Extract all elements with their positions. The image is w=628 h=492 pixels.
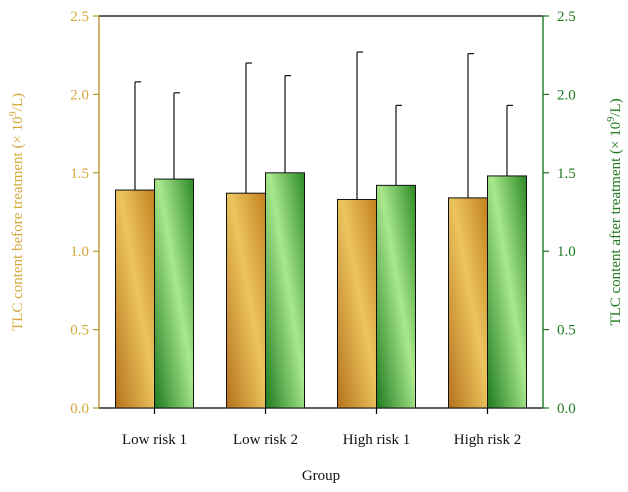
x-tick-label: High risk 1 [343, 432, 411, 448]
left-y-tick-label: 2.5 [70, 9, 89, 25]
x-tick-label: High risk 2 [454, 432, 522, 448]
bar-before [448, 197, 488, 409]
right-y-tick-label: 1.0 [557, 244, 576, 260]
right-y-tick-label: 0.5 [557, 323, 576, 339]
right-y-tick-label: 0.0 [557, 401, 576, 417]
bar-after [265, 172, 305, 409]
right-y-axis-title: TLC content after treatment (× 109/L) [606, 98, 624, 325]
left-y-tick-label: 1.5 [70, 166, 89, 182]
right-y-tick-label: 1.5 [557, 166, 576, 182]
bar-before [337, 198, 377, 409]
x-tick-label: Low risk 1 [122, 432, 187, 448]
x-axis-title: Group [302, 468, 340, 484]
left-y-tick-label: 1.0 [70, 244, 89, 260]
right-y-tick-label: 2.5 [557, 9, 576, 25]
x-ticks: Low risk 1 Low risk 2 High risk 1 High risk… [122, 408, 521, 448]
bars [115, 51, 527, 409]
left-y-axis-title: TLC content before treatment (× 109/L) [8, 93, 26, 331]
right-y-tick-label: 2.0 [557, 87, 576, 103]
bar-after [154, 178, 194, 409]
left-y-ticks: 0.0 0.5 1.0 1.5 2.0 2.5 [70, 9, 99, 417]
left-y-tick-label: 0.5 [70, 323, 89, 339]
left-y-tick-label: 2.0 [70, 87, 89, 103]
bar-before [115, 189, 155, 409]
bar-after [487, 175, 527, 409]
right-y-ticks: 0.0 0.5 1.0 1.5 2.0 2.5 [543, 9, 576, 417]
left-y-tick-label: 0.0 [70, 401, 89, 417]
bar-after [376, 184, 416, 409]
x-tick-label: Low risk 2 [233, 432, 298, 448]
bar-before [226, 192, 266, 409]
